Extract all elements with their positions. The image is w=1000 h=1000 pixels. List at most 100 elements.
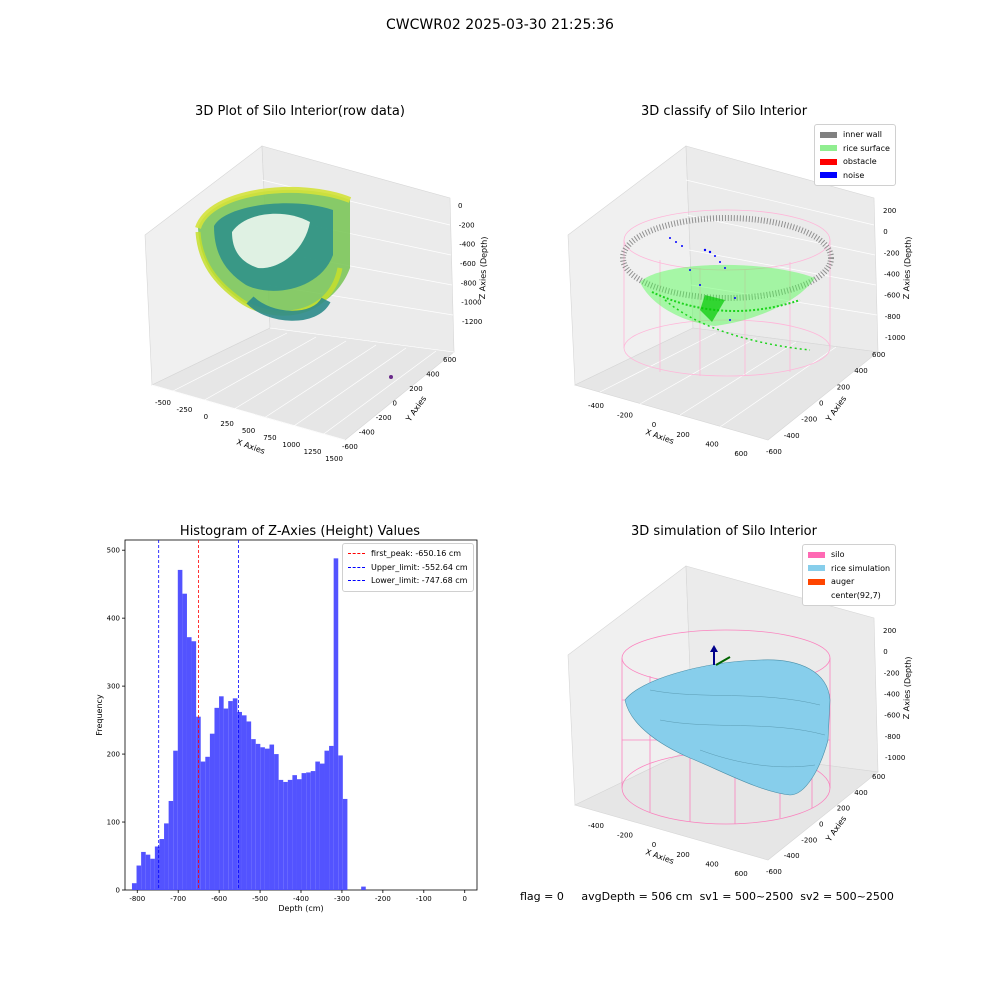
tick-label: 0 <box>652 421 656 429</box>
x-tick-label: -300 <box>334 895 350 903</box>
plot4-auger-arrow <box>710 645 731 666</box>
histogram-bar <box>329 745 334 890</box>
legend-label: noise <box>843 170 865 180</box>
histogram-bar <box>315 761 320 890</box>
figure-title: CWCWR02 2025-03-30 21:25:36 <box>386 17 614 33</box>
x-tick-label: -200 <box>375 895 391 903</box>
tick-label: -1000 <box>885 754 905 762</box>
tick-label: 400 <box>854 789 867 797</box>
plot4-ylabel: Y Axies <box>824 814 849 844</box>
legend-entry-obstacle: obstacle <box>820 155 890 169</box>
histogram-x-ticks: -800 -700 -600 -500 -400 -300 -200 -100 0 <box>129 890 467 903</box>
tick-label: 0 <box>883 228 887 236</box>
legend-swatch <box>808 592 825 598</box>
plot1-gridlines <box>151 179 455 441</box>
tick-label: -800 <box>885 733 901 741</box>
histogram-bar <box>223 708 229 890</box>
tick-label: 750 <box>263 434 276 442</box>
tick-label: 400 <box>705 860 718 868</box>
histogram-reference-lines <box>158 540 239 890</box>
tick-label: -400 <box>784 432 800 440</box>
status-sv1: sv1 = 500~2500 <box>699 890 794 903</box>
tick-label: -400 <box>784 852 800 860</box>
plot4-rice-surface <box>624 659 831 796</box>
tick-label: 200 <box>837 383 850 391</box>
tick-label: 200 <box>676 431 689 439</box>
tick-label: -200 <box>459 221 475 229</box>
tick-label: 200 <box>837 805 850 813</box>
y-tick-label: 400 <box>107 615 120 623</box>
plot1-z-ticks: 0 -200 -400 -600 -800 -1000 -1200 <box>458 202 482 326</box>
legend-entry-rice-surface: rice surface <box>820 142 890 156</box>
tick-label: -400 <box>588 822 604 830</box>
histogram-bar <box>342 798 348 890</box>
x-tick-label: -400 <box>293 895 309 903</box>
histogram-bar <box>264 748 270 890</box>
histogram-bar <box>209 733 215 890</box>
tick-label: 0 <box>819 400 823 408</box>
status-flag: flag = 0 <box>520 890 564 903</box>
histogram-bar <box>232 698 238 890</box>
histogram-bar <box>214 707 220 890</box>
tick-label: 0 <box>204 413 208 421</box>
legend-swatch <box>808 578 825 585</box>
tick-label: 0 <box>819 821 823 829</box>
histogram-title: Histogram of Z-Axies (Height) Values <box>179 524 421 539</box>
legend-label: Upper_limit: -552.64 cm <box>371 562 468 572</box>
legend-label: obstacle <box>843 157 877 167</box>
tick-label: -200 <box>884 249 900 257</box>
histogram-bar <box>287 779 293 890</box>
legend-entry-noise: noise <box>820 169 890 183</box>
plot4-legend: silo rice simulation auger center(92,7) <box>802 544 897 606</box>
histogram-bar <box>159 839 165 890</box>
histogram-bar <box>136 865 142 890</box>
histogram-bar <box>361 886 366 890</box>
legend-entry-first-peak: first_peak: -650.16 cm <box>348 547 468 561</box>
tick-label: -400 <box>359 429 375 437</box>
legend-swatch <box>820 131 837 138</box>
histogram-bar <box>141 851 146 890</box>
histogram-y-ticks: 0 100 200 300 400 500 <box>107 547 125 895</box>
tick-label: 500 <box>242 427 255 435</box>
x-tick-label: 0 <box>462 895 466 903</box>
legend-label: rice simulation <box>831 563 891 573</box>
histogram-bar <box>200 761 206 890</box>
tick-label: -200 <box>617 412 633 420</box>
histogram-bar <box>219 696 224 890</box>
legend-line <box>348 580 365 582</box>
histogram-bar <box>255 743 261 890</box>
plot4-zlabel: Z Axies (Depth) <box>902 656 913 719</box>
tick-label: -200 <box>617 832 633 840</box>
legend-entry-center: center(92,7) <box>808 589 890 603</box>
histogram-bar <box>269 744 275 890</box>
tick-label: -200 <box>884 669 900 677</box>
histogram-bars <box>131 558 366 890</box>
tick-label: 600 <box>734 870 747 878</box>
tick-label: -1200 <box>462 318 482 326</box>
y-tick-label: 500 <box>107 547 120 555</box>
tick-label: -1000 <box>885 334 905 342</box>
tick-label: -200 <box>801 416 817 424</box>
legend-label: first_peak: -650.16 cm <box>371 549 462 559</box>
legend-swatch <box>820 145 837 152</box>
histogram-bar <box>191 641 197 890</box>
plot2-legend: inner wall rice surface obstacle noise <box>814 124 896 186</box>
tick-label: -600 <box>884 712 900 720</box>
tick-label: -800 <box>885 313 901 321</box>
plot4-z-ticks: 200 0 -200 -400 -600 -800 -1000 <box>883 627 905 762</box>
tick-label: -600 <box>766 448 782 456</box>
legend-entry-upper-limit: Upper_limit: -552.64 cm <box>348 561 468 575</box>
legend-label: rice surface <box>843 143 890 153</box>
tick-label: -400 <box>588 402 604 410</box>
plot2-zlabel: Z Axies (Depth) <box>902 236 913 299</box>
status-avg-depth: avgDepth = 506 cm <box>581 890 693 903</box>
tick-label: 200 <box>883 627 896 635</box>
legend-entry-rice-simulation: rice simulation <box>808 562 890 576</box>
histogram-bar <box>237 711 242 890</box>
plot2-x-ticks: -400 -200 0 200 400 600 <box>588 402 748 458</box>
x-tick-label: -800 <box>129 895 145 903</box>
